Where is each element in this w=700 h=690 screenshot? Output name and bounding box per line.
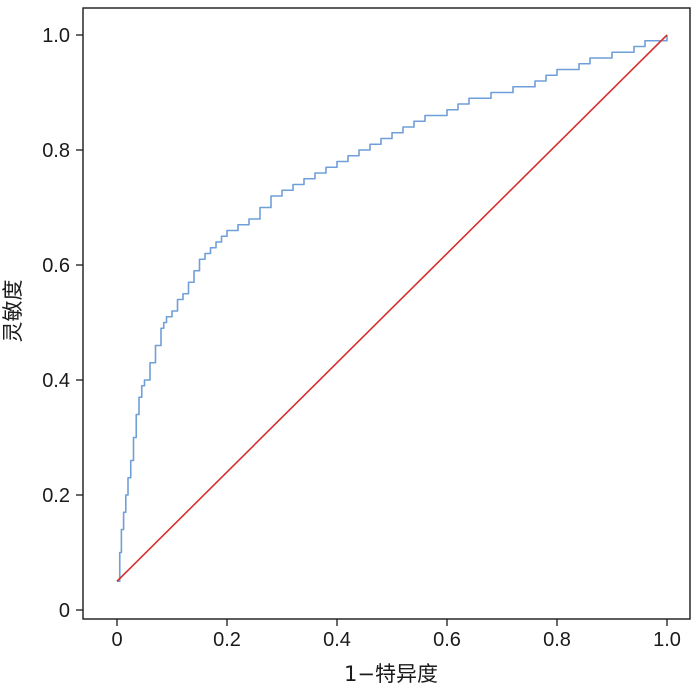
x-axis-title: 1−特异度 [344,662,438,686]
plot-frame [82,7,691,620]
x-tick-label: 0.4 [323,629,351,651]
x-tick-label: 0.8 [543,629,571,651]
y-tick-label: 1.0 [42,25,70,47]
x-tick-label: 0 [111,629,122,651]
reference-diagonal [116,34,668,582]
y-tick-label: 0.2 [42,485,70,507]
roc-curve [117,35,668,583]
y-tick-label: 0.8 [42,140,70,162]
y-axis-title: 灵敏度 [1,280,25,343]
x-tick-label: 0.6 [433,629,461,651]
x-axis: 0 0.2 0.4 0.6 0.8 1.0 [111,619,681,651]
y-axis: 0 0.2 0.4 0.6 0.8 1.0 [42,25,83,622]
series-layer [116,34,668,583]
x-tick-label: 1.0 [653,629,681,651]
y-tick-label: 0.6 [42,255,70,277]
y-tick-label: 0 [59,600,70,622]
x-tick-label: 0.2 [213,629,241,651]
y-tick-label: 0.4 [42,370,70,392]
